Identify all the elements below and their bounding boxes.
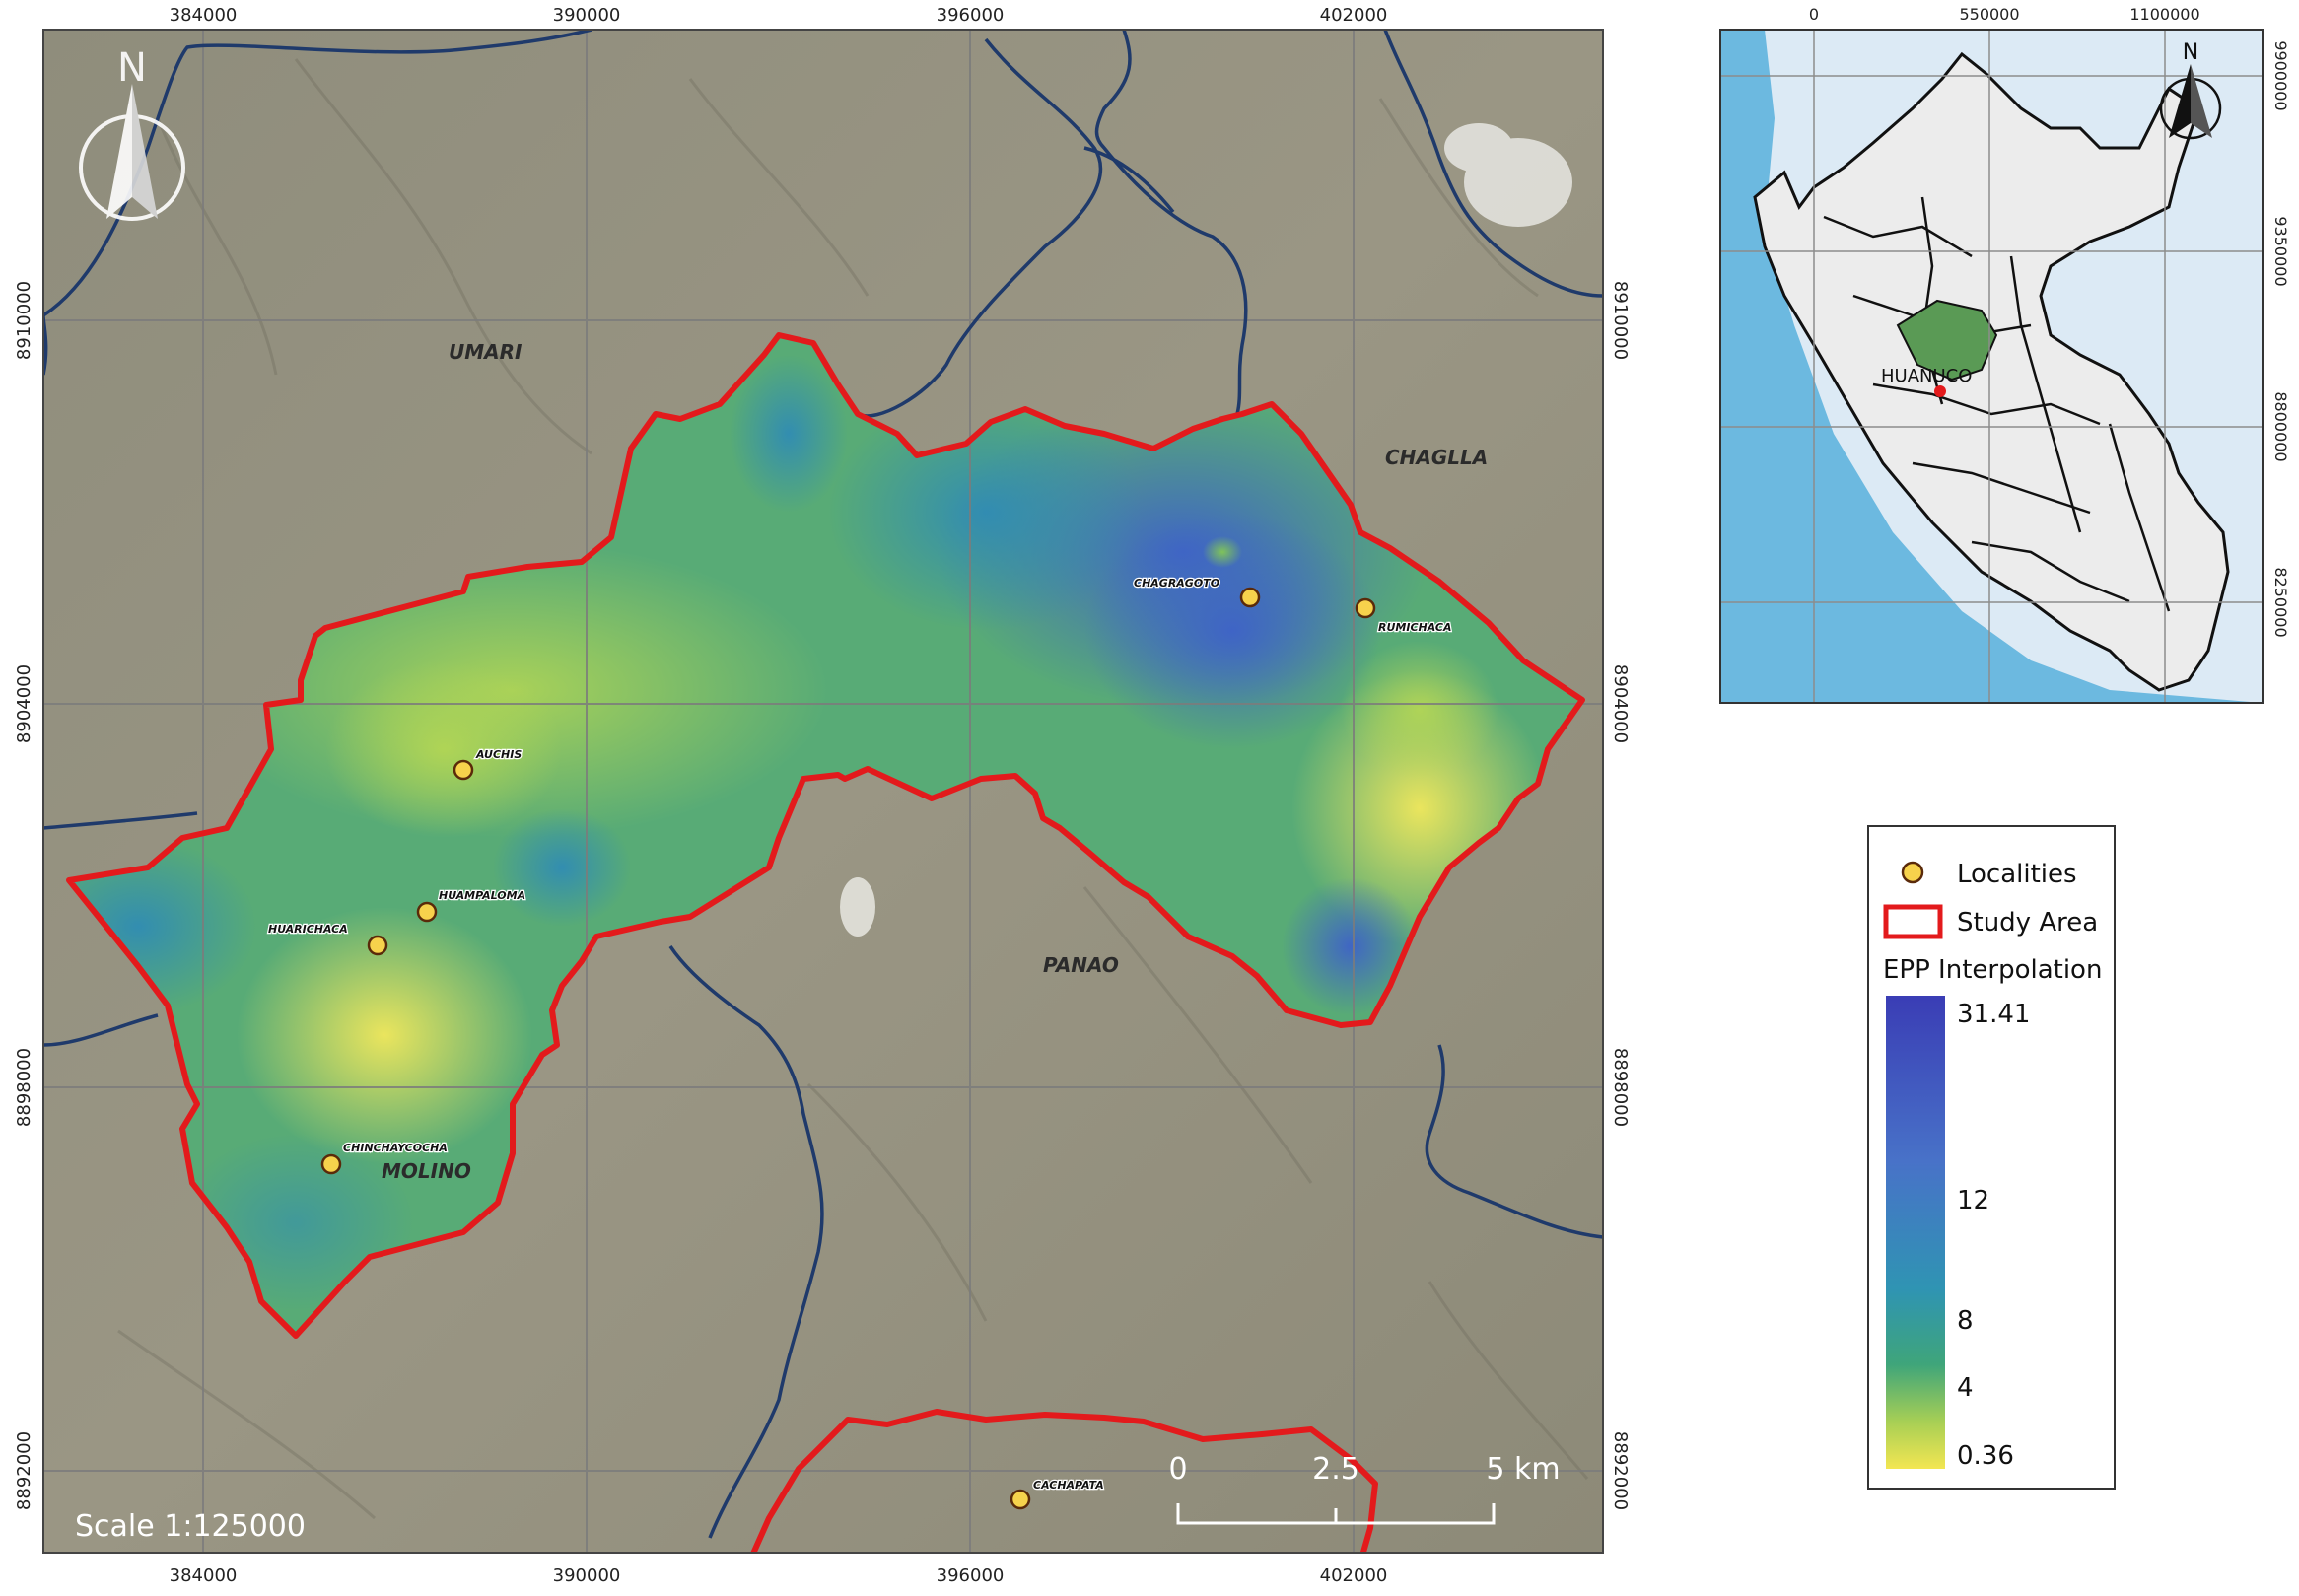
legend-ramp-tick: 8 [1957,1306,1974,1336]
inset-map: HUANUCO N 0 550000 1100000 9900000 93500… [1719,5,2290,704]
region-label: MOLINO [382,1159,471,1183]
locality-label: CHINCHAYCOCHA [343,1142,448,1154]
study-area-marker [1934,385,1946,397]
north-label: N [117,45,147,91]
locality-label: RUMICHACA [1378,621,1451,634]
tick-label-right: 8910000 [1610,281,1631,360]
river [43,30,592,317]
locality-label: AUCHIS [475,748,522,761]
legend-color-ramp [1886,996,1945,1469]
scale-bar: 0 2.5 5 km [1168,1452,1561,1525]
tick-label-bottom: 384000 [170,1565,238,1586]
localities: CHAGRAGOTO RUMICHACA AUCHIS HUAMPALOMA H… [267,576,1453,1510]
scalebar-label: 5 km [1486,1452,1560,1487]
tick-label-right: 8904000 [1610,664,1631,743]
river [857,37,1102,418]
inset-north-label: N [2183,40,2198,65]
tick-label-left: 8898000 [14,1048,35,1127]
ocean-shelf [1720,30,2263,703]
scalebar-label: 2.5 [1312,1452,1359,1487]
coordinate-grid [43,30,1603,1553]
locality-label: HUARICHACA [268,923,348,936]
legend-ramp-tick: 31.41 [1957,1000,2030,1029]
region-label: PANAO [1043,953,1119,977]
main-map: UMARI CHAGLLA PANAO MOLINO CHAGRAGOTO RU… [43,30,1603,1553]
tick-label-left: 8892000 [14,1431,35,1510]
study-area-outline-south [750,1409,1378,1553]
inset-north-arrow: N [2159,40,2222,140]
river [43,1013,159,1047]
legend-ramp-tick: 4 [1957,1373,1974,1403]
inset-tick-top: 550000 [1959,5,2019,24]
tick-label-bottom: 396000 [937,1565,1005,1586]
legend: Localities Study Area EPP Interpolation … [1867,825,2116,1490]
river [668,945,824,1539]
tick-label-right: 8892000 [1610,1431,1631,1510]
locality-cachapata: CACHAPATA [1010,1478,1105,1510]
tick-label-left: 8904000 [14,664,35,743]
region-label: UMARI [449,340,522,364]
locality-label: CHAGRAGOTO [1134,577,1219,590]
inset-frame [1719,29,2264,704]
locality-label: CACHAPATA [1033,1479,1104,1492]
inset-tick-right: 9350000 [2271,216,2290,286]
region-label: CHAGLLA [1385,446,1488,469]
terrain-texture [117,58,1589,1520]
rivers [43,30,1603,1539]
locality-huampaloma: HUAMPALOMA [416,888,526,923]
river [1083,146,1175,214]
legend-study-area-label: Study Area [1957,908,2098,937]
highlight-label: HUANUCO [1881,366,1972,386]
legend-localities-label: Localities [1957,860,2077,889]
river [1425,1044,1603,1239]
legend-locality-symbol [1901,861,1924,884]
inset-tick-top: 1100000 [2129,5,2199,24]
locality-huarichaca: HUARICHACA [267,922,388,956]
river [43,811,198,830]
tick-label-top: 390000 [553,5,621,26]
locality-rumichaca: RUMICHACA [1355,597,1453,635]
tick-label-right: 8898000 [1610,1048,1631,1127]
locality-chinchaycocha: CHINCHAYCOCHA [320,1141,449,1175]
tick-label-left: 8910000 [14,281,35,360]
main-map-ticks: 384000 390000 396000 402000 384000 39000… [14,5,1631,1586]
study-area-outline [66,332,1585,1339]
legend-ramp-tick: 12 [1957,1186,1989,1215]
locality-chagragoto: CHAGRAGOTO [1133,576,1261,608]
inset-tick-right: 9900000 [2271,40,2290,110]
river [1094,30,1248,415]
scalebar-label: 0 [1168,1452,1187,1487]
tick-label-top: 384000 [170,5,238,26]
legend-interp-title: EPP Interpolation [1883,955,2102,985]
peru-outline [1753,51,2230,692]
inset-grid [1720,30,2263,703]
tick-label-top: 396000 [937,5,1005,26]
river [1383,30,1603,298]
legend-ramp-tick: 0.36 [1957,1441,2014,1471]
main-map-frame [42,29,1604,1554]
inset-tick-right: 8800000 [2271,391,2290,461]
locality-auchis: AUCHIS [453,747,523,781]
north-arrow: N [79,45,185,221]
inset-tick-right: 8250000 [2271,567,2290,637]
tick-label-top: 402000 [1320,5,1388,26]
locality-label: HUAMPALOMA [439,889,525,902]
inset-tick-top: 0 [1809,5,1819,24]
scale-text: Scale 1:125000 [75,1509,306,1544]
tick-label-bottom: 390000 [553,1565,621,1586]
legend-study-area-symbol [1883,904,1943,939]
tick-label-bottom: 402000 [1320,1565,1388,1586]
